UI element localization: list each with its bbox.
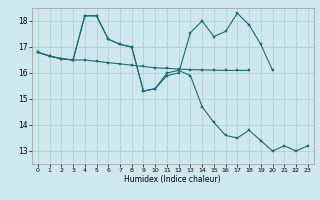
X-axis label: Humidex (Indice chaleur): Humidex (Indice chaleur) bbox=[124, 175, 221, 184]
